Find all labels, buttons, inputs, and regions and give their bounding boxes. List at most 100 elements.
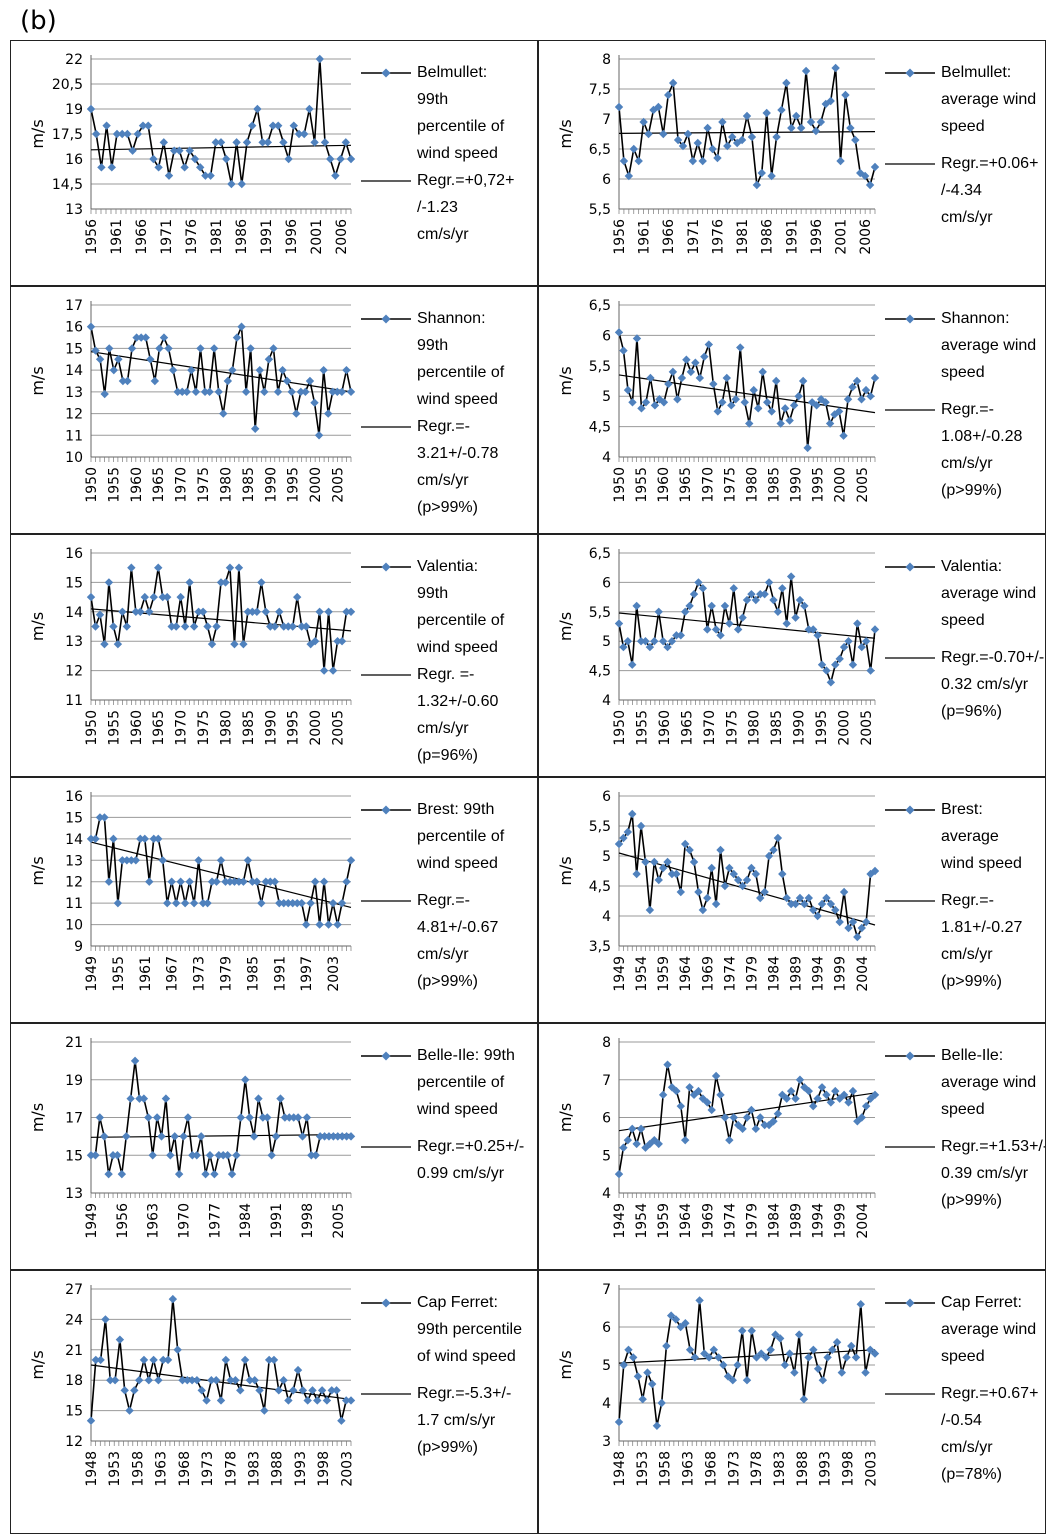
y-tick-label: 7	[602, 1282, 611, 1298]
data-point	[649, 105, 658, 115]
data-point	[264, 1355, 274, 1365]
legend-trend-text: (p>99%)	[417, 973, 478, 990]
data-point	[681, 1319, 690, 1328]
y-tick-label: 4	[602, 1396, 611, 1412]
x-tick-label: 1949	[84, 956, 100, 992]
data-point	[336, 154, 345, 164]
data-point	[667, 1083, 677, 1092]
data-point	[164, 171, 174, 180]
series-line	[618, 1300, 876, 1426]
data-point	[253, 104, 262, 114]
data-point	[831, 1086, 840, 1096]
data-point	[120, 1386, 129, 1395]
data-point	[275, 607, 284, 616]
data-point	[685, 1345, 695, 1354]
data-point	[100, 389, 109, 399]
x-tick-label: 1950	[612, 467, 628, 503]
data-point	[341, 138, 350, 147]
chart-panel-p12: 3 4 5 6 7 1948 1953 1958 1963 1968 1973 1978 1983 198…	[538, 1270, 1046, 1534]
legend-trend-text: (p>99%)	[941, 973, 1002, 990]
data-point	[206, 171, 215, 180]
data-point	[870, 1090, 880, 1100]
data-point	[782, 893, 791, 903]
data-point	[296, 387, 306, 397]
data-point	[747, 132, 757, 142]
legend-trend-entry: Regr.=-5.3+/- 1.7 cm/s/yr (p>99%)	[359, 1380, 537, 1461]
data-point	[223, 1151, 232, 1160]
x-tick-label: 1956	[612, 219, 628, 255]
data-point	[686, 367, 696, 377]
data-point	[209, 344, 219, 353]
y-tick-label: 8	[602, 1035, 611, 1051]
x-tick-label: 1980	[744, 467, 760, 503]
x-tick-label: 1976	[184, 219, 200, 255]
x-tick-label: 1993	[818, 1451, 834, 1487]
x-tick-label: 1981	[735, 219, 751, 255]
data-point	[269, 344, 278, 353]
chart-panel-p8: 3,5 4 4,5 5 5,5 6 1949 1954 1959 1964 1969 1974 1979…	[538, 777, 1046, 1023]
data-point	[752, 180, 762, 190]
data-point	[337, 387, 347, 397]
data-point	[747, 1326, 756, 1335]
data-point	[332, 1386, 341, 1395]
data-point	[652, 1421, 662, 1430]
data-point	[301, 387, 310, 397]
data-point	[113, 1151, 122, 1160]
x-tick-label: 1948	[612, 1451, 628, 1487]
x-tick-label: 1975	[724, 710, 740, 746]
data-point	[127, 563, 136, 572]
legend-series-text: average wind	[941, 585, 1037, 602]
data-point	[225, 563, 235, 572]
data-point	[161, 1094, 171, 1103]
data-point	[127, 344, 137, 353]
data-point	[270, 622, 279, 631]
data-point	[624, 1345, 633, 1354]
legend-series-text: wind speed	[417, 639, 498, 656]
x-tick-label: 2004	[855, 1203, 871, 1239]
data-point	[164, 344, 173, 353]
data-point	[832, 1338, 842, 1347]
data-point	[866, 392, 875, 401]
legend-spacer	[359, 877, 537, 887]
y-tick-label: 14	[65, 832, 83, 848]
data-point	[787, 123, 796, 133]
data-point	[157, 1132, 166, 1141]
data-point	[689, 589, 699, 599]
x-tick-label: 1953	[107, 1451, 123, 1487]
data-point	[789, 401, 799, 410]
data-point	[221, 877, 230, 886]
y-tick-label: 17	[65, 298, 83, 314]
data-point	[848, 917, 858, 927]
data-point	[149, 1355, 158, 1365]
legend-series-text: percentile of	[417, 1074, 505, 1091]
legend-trend-text: (p=96%)	[941, 703, 1002, 720]
x-tick-label: 1970	[174, 710, 190, 746]
data-point	[628, 660, 637, 669]
data-point	[870, 1349, 880, 1358]
data-point	[852, 376, 862, 386]
y-tick-label: 15	[65, 341, 83, 357]
legend: Brest: 99th percentile of wind speed Regr.=…	[359, 796, 537, 995]
trend-line	[618, 852, 876, 926]
data-point	[210, 1169, 219, 1179]
x-tick-label: 1979	[744, 956, 760, 992]
data-point	[834, 407, 844, 416]
data-point	[189, 898, 199, 908]
data-point	[293, 1113, 303, 1122]
x-tick-label: 1965	[678, 467, 694, 503]
data-point	[292, 409, 301, 418]
data-point	[747, 1105, 756, 1115]
data-point	[302, 1113, 312, 1122]
legend-series-text: Valentia:	[941, 558, 1003, 575]
x-tick-label: 1998	[300, 1203, 316, 1239]
data-point	[188, 1151, 197, 1160]
x-tick-label: 1995	[814, 710, 830, 746]
data-point	[742, 595, 752, 605]
x-tick-label: 1969	[700, 1203, 716, 1239]
legend-series-text: Brest:	[941, 801, 983, 818]
x-tick-label: 1998	[841, 1451, 857, 1487]
data-point	[342, 1132, 351, 1141]
x-tick-label: 1956	[84, 219, 100, 255]
legend-trend-text: Regr.=+0,72+	[417, 172, 515, 189]
legend-trend-text: Regr.=-	[941, 892, 994, 909]
